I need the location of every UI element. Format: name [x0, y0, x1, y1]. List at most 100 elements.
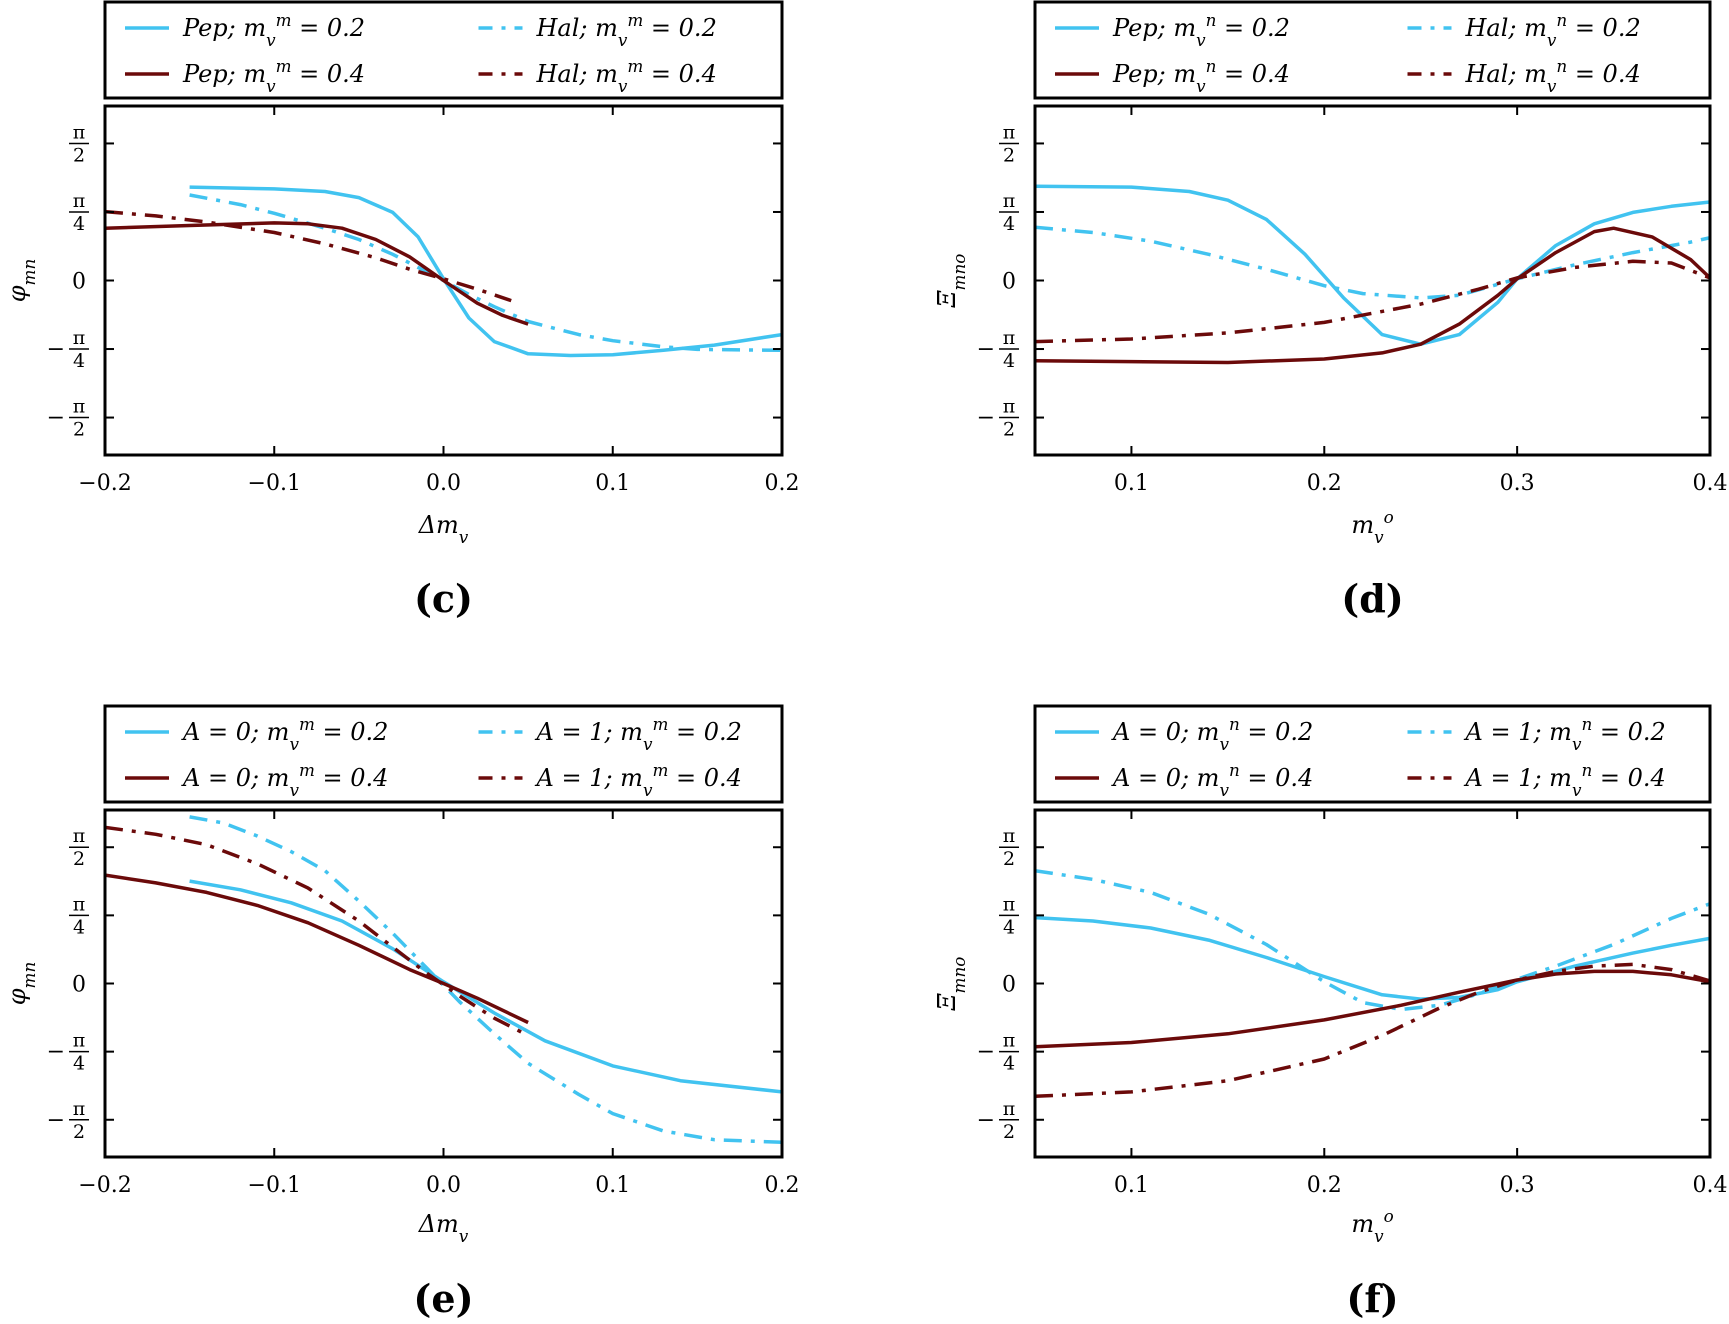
legend-entry: Pep; mvn = 0.2	[1112, 10, 1290, 50]
svg-text:−: −	[977, 1040, 995, 1065]
legend: A = 0; mvn = 0.2 A = 1; mvn = 0.2 A = 0; m…	[1033, 704, 1712, 804]
y-tick-label: 0	[1002, 270, 1016, 295]
legend-entry: A = 1; mvn = 0.2	[1464, 714, 1666, 754]
x-tick-label: 0.2	[765, 1173, 800, 1198]
svg-text:π: π	[73, 893, 86, 915]
y-tick-label: π2	[999, 825, 1019, 870]
svg-text:4: 4	[1003, 350, 1015, 372]
svg-text:−: −	[47, 1040, 65, 1065]
legend-entry: Hal; mvm = 0.4	[536, 56, 717, 96]
y-tick-label: π4	[69, 893, 89, 938]
y-tick-label: π2−	[977, 1098, 1019, 1143]
svg-text:2: 2	[73, 848, 85, 870]
svg-text:π: π	[73, 1030, 86, 1052]
legend-entry: Hal; mvn = 0.2	[1465, 10, 1641, 50]
series-line-c-2	[105, 221, 529, 326]
svg-text:π: π	[73, 825, 86, 847]
x-tick-label: 0.1	[1114, 471, 1149, 496]
svg-text:2: 2	[73, 144, 85, 166]
y-tick-label: π4	[999, 190, 1019, 235]
svg-text:4: 4	[73, 1053, 85, 1075]
y-tick-label: π2−	[47, 396, 89, 441]
svg-text:−: −	[47, 406, 65, 431]
svg-text:4: 4	[73, 350, 85, 372]
y-axis-label: φmn	[3, 962, 39, 1006]
legend-box	[1033, 704, 1712, 804]
panel-label: (f)	[1346, 1276, 1398, 1321]
y-tick-label: π2−	[977, 396, 1019, 441]
x-tick-label: 0.2	[1307, 471, 1342, 496]
series-line-e-3	[105, 825, 529, 1038]
series-line-f-2	[1035, 969, 1710, 1049]
chart-panel-c: −0.2 −0.1 0.0 0.1 0.2π2π40π4−π2−Δmvφmn(c)Pep…	[3, 0, 800, 621]
svg-text:π: π	[1003, 1030, 1016, 1052]
x-tick-label: 0.0	[426, 471, 461, 496]
y-tick-label: π4−	[977, 327, 1019, 372]
x-tick-label: 0.4	[1693, 471, 1728, 496]
svg-text:π: π	[1003, 121, 1016, 143]
svg-text:4: 4	[73, 213, 85, 235]
x-tick-label: −0.2	[78, 1173, 131, 1198]
x-tick-label: 0.4	[1693, 1173, 1728, 1198]
svg-text:π: π	[73, 327, 86, 349]
series-line-c-0	[189, 185, 782, 358]
svg-text:π: π	[73, 121, 86, 143]
x-axis-label: Δmv	[418, 511, 469, 547]
panel-label: (d)	[1341, 576, 1404, 621]
x-tick-label: 0.0	[426, 1173, 461, 1198]
svg-text:2: 2	[1003, 144, 1015, 166]
y-axis-label: Ξmno	[933, 254, 969, 309]
svg-text:−: −	[47, 337, 65, 362]
x-tick-label: 0.1	[1114, 1173, 1149, 1198]
legend: Pep; mvn = 0.2 Hal; mvn = 0.2 Pep; mvn = 0…	[1033, 0, 1712, 100]
legend-entry: A = 0; mvn = 0.2	[1111, 714, 1313, 754]
y-axis-label: φmn	[3, 259, 39, 303]
legend-box	[103, 0, 784, 100]
x-axis-label: mvo	[1351, 507, 1393, 547]
y-tick-label: π2	[69, 825, 89, 870]
y-tick-label: π4−	[47, 1030, 89, 1075]
svg-text:4: 4	[1003, 213, 1015, 235]
y-tick-label: 0	[72, 973, 86, 998]
legend-box	[1033, 0, 1712, 100]
series-line-e-2	[105, 873, 529, 1025]
series-line-c-1	[189, 193, 782, 353]
series-line-d-2	[1035, 226, 1710, 365]
x-tick-label: −0.1	[248, 1173, 301, 1198]
y-tick-label: π2	[69, 121, 89, 166]
y-tick-label: π4	[69, 190, 89, 235]
x-tick-label: 0.1	[595, 1173, 630, 1198]
svg-text:2: 2	[1003, 1121, 1015, 1143]
legend-entry: Hal; mvm = 0.2	[536, 10, 717, 50]
svg-text:π: π	[1003, 190, 1016, 212]
svg-text:−: −	[977, 337, 995, 362]
svg-text:π: π	[1003, 327, 1016, 349]
legend: A = 0; mvm = 0.2 A = 1; mvm = 0.2 A = 0; m…	[103, 704, 784, 804]
legend: Pep; mvm = 0.2 Hal; mvm = 0.2 Pep; mvm = 0…	[103, 0, 784, 100]
y-tick-label: π2	[999, 121, 1019, 166]
legend-entry: A = 1; mvm = 0.4	[535, 760, 742, 800]
svg-text:π: π	[1003, 1098, 1016, 1120]
svg-text:−: −	[977, 406, 995, 431]
y-tick-label: 0	[72, 270, 86, 295]
legend-box	[103, 704, 784, 804]
panel-label: (e)	[413, 1276, 473, 1321]
svg-text:−: −	[47, 1108, 65, 1133]
series-line-f-1	[1035, 868, 1710, 1012]
series-line-f-0	[1035, 915, 1710, 1001]
legend-entry: A = 0; mvm = 0.2	[181, 714, 388, 754]
series-line-e-1	[189, 815, 782, 1145]
svg-text:4: 4	[73, 916, 85, 938]
legend-entry: A = 0; mvn = 0.4	[1111, 760, 1313, 800]
y-tick-label: π2−	[47, 1098, 89, 1143]
svg-text:π: π	[1003, 825, 1016, 847]
x-tick-label: 0.3	[1500, 1173, 1535, 1198]
y-tick-label: π4−	[47, 327, 89, 372]
x-tick-label: 0.2	[1307, 1173, 1342, 1198]
svg-text:4: 4	[1003, 916, 1015, 938]
x-tick-label: −0.1	[248, 471, 301, 496]
legend-entry: Pep; mvm = 0.2	[182, 10, 365, 50]
